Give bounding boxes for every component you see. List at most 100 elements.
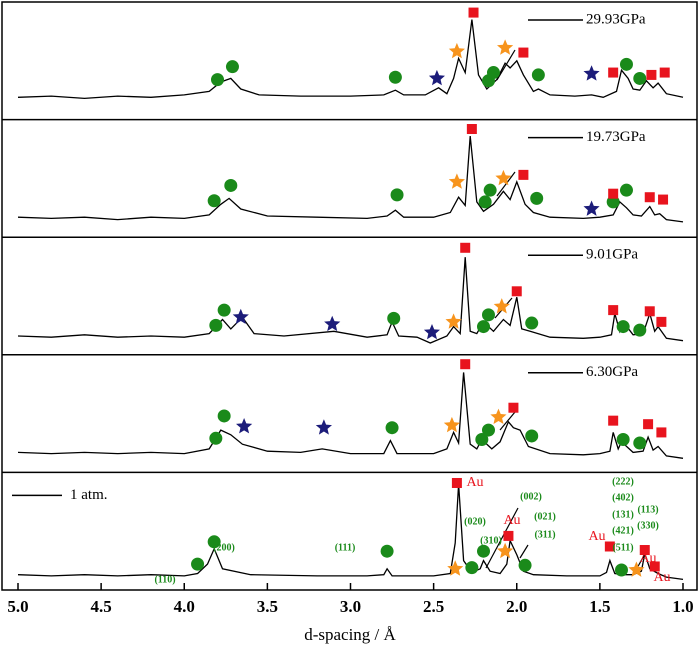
phase-marker-star [315, 419, 332, 435]
leader-line [496, 171, 516, 197]
phase-marker-square [460, 242, 471, 253]
phase-marker-circle [217, 303, 231, 317]
peak-annotation: (200) [213, 542, 235, 553]
phase-marker-circle [209, 318, 223, 332]
phase-marker-square [451, 477, 462, 488]
phase-marker-star [497, 39, 514, 55]
phase-marker-star [236, 418, 253, 434]
peak-annotation: Au [503, 513, 520, 528]
phase-marker-star [583, 200, 600, 216]
phase-marker-circle [614, 563, 628, 577]
peak-annotation: (113) [637, 504, 658, 515]
peak-annotation: (511) [612, 542, 633, 553]
phase-marker-circle [525, 429, 539, 443]
phase-marker-star [443, 416, 460, 433]
pattern-line [17, 484, 684, 581]
phase-marker-square [646, 69, 657, 80]
phase-marker-circle [619, 57, 633, 71]
phase-marker-square [511, 286, 522, 297]
phase-marker-square [503, 530, 514, 541]
phase-marker-square [643, 419, 654, 430]
phase-marker-star [490, 408, 507, 424]
phase-marker-circle [481, 308, 495, 322]
x-tick-label: 3.5 [257, 597, 278, 616]
phase-marker-square [656, 316, 667, 327]
phase-marker-square [656, 427, 667, 438]
phase-marker-square [649, 561, 660, 572]
peak-annotation: (021) [534, 511, 556, 522]
x-tick-label: 1.0 [672, 597, 693, 616]
phase-marker-circle [477, 320, 490, 334]
phase-marker-circle [518, 558, 532, 572]
peak-annotation: (330) [637, 520, 659, 531]
phase-marker-circle [616, 320, 630, 334]
peak-annotation: (310) [480, 535, 502, 546]
phase-marker-star [445, 313, 462, 329]
phase-marker-star [428, 69, 445, 86]
phase-marker-star [495, 169, 512, 186]
phase-marker-circle [616, 432, 630, 446]
phase-marker-circle [225, 60, 239, 74]
phase-marker-circle [633, 323, 647, 337]
phase-marker-circle [380, 544, 394, 558]
plot-frame [1, 1, 698, 591]
peak-annotation: (020) [464, 516, 486, 527]
pattern-line [17, 19, 684, 100]
phase-marker-circle [217, 409, 231, 423]
pressure-label: 1 atm. [70, 487, 108, 503]
phase-marker-circle [209, 431, 223, 445]
phase-marker-square [508, 402, 519, 413]
phase-marker-star [448, 42, 465, 59]
phase-marker-square [608, 415, 619, 426]
peak-annotation: (402) [612, 492, 634, 503]
peak-annotation: (222) [612, 476, 634, 487]
phase-marker-square [518, 47, 529, 58]
x-tick-label: 3.0 [340, 597, 361, 616]
pressure-label: 6.30GPa [586, 364, 638, 380]
x-axis-label: d-spacing / Å [304, 625, 396, 644]
phase-marker-circle [211, 73, 224, 87]
leader-line [485, 507, 519, 569]
phase-marker-circle [530, 191, 544, 205]
phase-marker-star [324, 315, 341, 332]
peak-annotation: Au [588, 529, 605, 544]
x-tick-label: 4.0 [174, 597, 195, 616]
phase-marker-circle [481, 423, 495, 437]
x-tick-label: 2.5 [423, 597, 444, 616]
phase-marker-square [604, 541, 615, 552]
peak-annotation: Au [639, 551, 656, 566]
phase-marker-circle [531, 68, 545, 82]
leader-line [499, 411, 516, 431]
phase-marker-star [448, 173, 465, 189]
pressure-label: 19.73GPa [586, 129, 646, 145]
peak-annotation: (131) [612, 509, 634, 520]
phase-marker-square [608, 67, 619, 78]
leader-lines [485, 49, 647, 571]
phase-marker-circle [475, 432, 489, 446]
phase-marker-square [608, 188, 619, 199]
leader-line [496, 49, 516, 81]
peak-annotation: (111) [335, 542, 356, 553]
phase-marker-circle [224, 178, 238, 192]
pressure-label: 9.01GPa [586, 247, 638, 263]
phase-marker-square [639, 545, 650, 556]
phase-marker-square [658, 194, 669, 205]
x-tick-label: 4.5 [91, 597, 112, 616]
phase-marker-star [232, 308, 249, 324]
peak-annotation: Au [466, 475, 483, 490]
leader-line [519, 544, 529, 559]
phase-marker-star [497, 542, 514, 559]
phase-marker-square [659, 67, 670, 78]
peak-annotation: Au [653, 570, 670, 585]
peak-annotation: (311) [534, 529, 555, 540]
phase-marker-square [644, 306, 655, 317]
phase-marker-square [608, 305, 619, 316]
phase-marker-circle [633, 436, 647, 450]
pattern-line [17, 136, 684, 223]
phase-marker-circle [207, 535, 221, 549]
phase-marker-star [628, 561, 645, 577]
pattern-line [17, 257, 684, 344]
peak-annotation: (002) [520, 491, 542, 502]
